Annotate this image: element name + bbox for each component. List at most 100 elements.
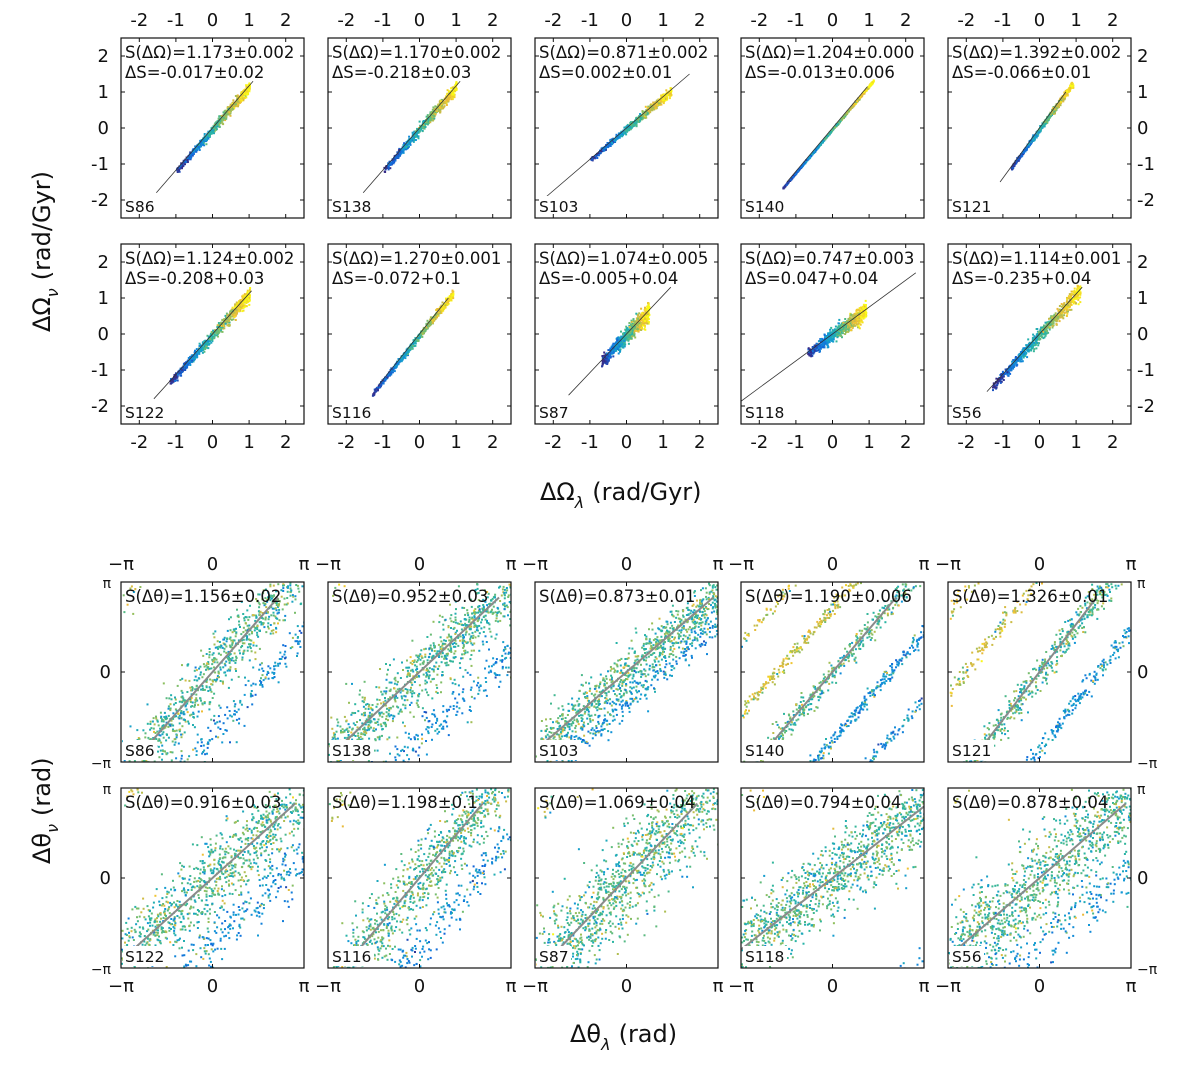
data-point <box>398 148 401 151</box>
data-point <box>422 123 425 126</box>
data-point <box>1070 87 1073 89</box>
data-point <box>800 165 803 168</box>
data-point <box>455 82 457 85</box>
data-point <box>445 99 448 102</box>
data-point <box>234 319 237 321</box>
data-point <box>1051 110 1054 113</box>
data-point <box>1023 149 1026 152</box>
data-point <box>628 125 631 128</box>
data-point <box>207 133 210 136</box>
data-point <box>198 143 201 146</box>
data-point <box>652 101 655 104</box>
data-point <box>1043 122 1046 125</box>
data-point <box>440 98 443 101</box>
data-point <box>222 323 225 326</box>
data-point <box>1045 122 1047 125</box>
data-point <box>223 110 226 113</box>
data-point <box>191 154 194 157</box>
data-point <box>654 103 657 106</box>
data-point <box>1040 126 1043 129</box>
data-point <box>216 125 219 128</box>
data-point <box>180 369 183 371</box>
data-point <box>241 94 244 97</box>
data-point <box>172 380 175 383</box>
data-point <box>406 142 409 144</box>
data-point <box>411 131 414 134</box>
data-point <box>214 124 217 127</box>
data-point <box>245 302 248 304</box>
data-point <box>445 95 448 98</box>
data-point <box>829 130 832 133</box>
data-point <box>248 299 251 302</box>
data-point <box>624 131 627 134</box>
stream-label-bg <box>123 402 167 422</box>
data-point <box>226 321 228 324</box>
data-point <box>392 162 395 165</box>
data-point <box>857 97 860 100</box>
data-point <box>387 164 390 167</box>
data-point <box>179 164 182 167</box>
scatter-points <box>371 289 455 397</box>
data-point <box>626 128 629 131</box>
data-point <box>245 86 248 89</box>
data-point <box>229 311 231 314</box>
data-point <box>247 86 250 89</box>
data-point <box>418 120 421 123</box>
x-tick-label-top: -1 <box>167 10 185 31</box>
data-point <box>194 349 196 352</box>
data-point <box>605 148 607 151</box>
data-point <box>417 129 420 132</box>
data-point <box>205 137 208 140</box>
data-point <box>1069 87 1072 90</box>
data-point <box>635 117 638 120</box>
data-point <box>432 119 434 122</box>
data-point <box>813 149 816 152</box>
data-point <box>866 87 869 90</box>
data-point <box>1064 95 1066 98</box>
data-point <box>435 110 438 113</box>
data-point <box>236 307 239 310</box>
data-point <box>441 301 444 304</box>
data-point <box>185 366 188 369</box>
data-point <box>782 187 785 189</box>
data-point <box>1062 98 1064 101</box>
data-point <box>180 162 183 165</box>
data-point <box>248 297 251 299</box>
data-point <box>404 357 407 360</box>
data-point <box>1018 156 1021 159</box>
data-point <box>200 346 203 349</box>
data-point <box>224 322 227 325</box>
data-point <box>232 318 235 321</box>
x-tick-label-top: 1 <box>450 10 461 31</box>
data-point <box>211 130 214 133</box>
x-tick-label-top: 2 <box>900 10 911 31</box>
y-tick-label-left: 1 <box>98 82 109 103</box>
data-point <box>220 321 223 324</box>
x-tick-label-top: -2 <box>544 10 562 31</box>
data-point <box>228 324 231 327</box>
data-point <box>213 331 216 334</box>
data-point <box>208 135 211 138</box>
data-point <box>662 93 665 96</box>
data-point <box>433 117 436 120</box>
data-point <box>397 153 400 155</box>
data-point <box>641 110 644 113</box>
data-point <box>205 340 208 342</box>
data-point <box>444 306 447 309</box>
data-point <box>382 382 385 385</box>
data-point <box>221 319 224 321</box>
data-point <box>664 97 667 100</box>
data-point <box>1035 134 1038 137</box>
data-point <box>384 379 387 382</box>
data-point <box>373 393 375 395</box>
data-point <box>184 163 186 166</box>
theta-ylabel: Δθν(rad) <box>28 757 62 864</box>
data-point <box>1043 125 1046 128</box>
data-point <box>187 361 190 364</box>
data-point <box>431 114 434 117</box>
data-point <box>1060 101 1062 104</box>
data-point <box>1027 146 1030 149</box>
data-point <box>1067 90 1070 93</box>
